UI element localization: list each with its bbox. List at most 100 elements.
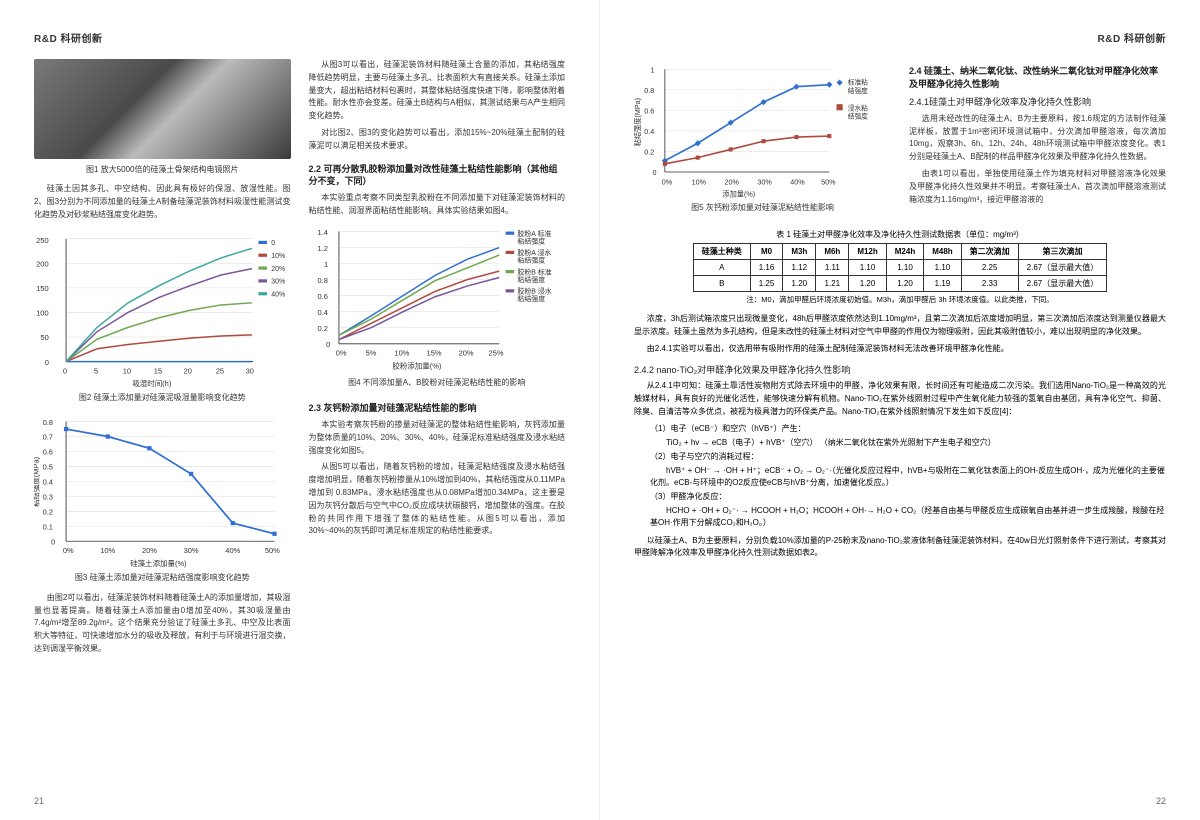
r-p6: 以硅藻土A、B为主要原料，分别负载10%添加量的P-25粉末及nano-TiO₂…: [634, 535, 1166, 561]
svg-text:20%: 20%: [458, 349, 473, 358]
right-col-text: 2.4 硅藻土、纳米二氧化钛、改性纳米二氧化钛对甲醛净化效率及甲醛净化持久性影响…: [909, 59, 1166, 221]
table1-td: B: [693, 276, 750, 292]
svg-text:40%: 40%: [790, 177, 805, 186]
svg-text:粘结强度: 粘结强度: [517, 275, 545, 284]
table1: 硅藻土种类M0M3hM6hM12hM24hM48h第二次滴加第三次滴加 A1.1…: [693, 243, 1108, 292]
chart-fig2: 0 50 100 150 200 250 0 5 10 15 20 25: [34, 228, 291, 388]
svg-text:0.8: 0.8: [43, 418, 53, 427]
eq-label-3: （3）甲醛净化反应：: [650, 491, 1166, 503]
svg-text:0.7: 0.7: [43, 433, 53, 442]
left-col1-p2: 由图2可以看出，硅藻泥装饰材料随着硅藻土A的添加量增加，其吸湿量也显著提高。随着…: [34, 592, 291, 656]
table1-th: M48h: [924, 244, 961, 260]
right-top-columns: 0 0.20.4 0.60.8 1 0%10% 20%30% 40%50% 添加…: [634, 59, 1166, 221]
svg-text:粘结强度: 粘结强度: [517, 256, 545, 265]
svg-text:15: 15: [154, 366, 162, 375]
svg-text:标准粘: 标准粘: [848, 78, 868, 87]
table1-td: 1.10: [924, 260, 961, 276]
svg-text:150: 150: [36, 284, 48, 293]
svg-text:0.2: 0.2: [317, 324, 327, 333]
left-col2-p1: 从图3可以看出，硅藻泥装饰材料随硅藻土含量的添加，其粘结强度降低趋势明显，主要与…: [309, 59, 566, 123]
table1-td: A: [693, 260, 750, 276]
eq-label-2: （2）电子与空穴的消耗过程：: [650, 451, 1166, 463]
svg-text:0.8: 0.8: [317, 276, 327, 285]
svg-text:5: 5: [94, 366, 98, 375]
svg-text:10%: 10%: [692, 177, 707, 186]
table-row: A1.161.121.111.101.101.102.252.67（显示最大值）: [693, 260, 1107, 276]
pageno-right: 22: [1156, 796, 1166, 806]
svg-text:胶粉A 标准: 胶粉A 标准: [517, 229, 551, 238]
fig2-caption: 图2 硅藻土添加量对硅藻泥吸湿量影响变化趋势: [34, 393, 291, 403]
svg-text:15%: 15%: [426, 349, 441, 358]
svg-text:100: 100: [36, 308, 48, 317]
svg-text:胶粉B 标准: 胶粉B 标准: [517, 268, 551, 277]
svg-text:粘结强度(MPa): 粘结强度(MPa): [634, 98, 642, 146]
svg-text:1.4: 1.4: [317, 228, 327, 237]
eq-2: hVB⁺ + OH⁻ → ·OH + H⁺；eCB⁻ + O₂ → O₂⁻·（光…: [650, 465, 1166, 489]
table1-th: M0: [750, 244, 783, 260]
svg-text:0: 0: [653, 168, 657, 177]
left-col1: 图1 放大5000倍的硅藻土骨架结构电镜照片 硅藻土因其多孔、中空结构、因此具有…: [34, 59, 291, 660]
svg-text:30%: 30%: [271, 278, 285, 285]
right-col-chart: 0 0.20.4 0.60.8 1 0%10% 20%30% 40%50% 添加…: [634, 59, 891, 221]
eq-label-1: （1）电子（eCB⁻）和空穴（hVB⁺）产生：: [650, 423, 1166, 435]
sem-micrograph-image: [34, 59, 291, 159]
table1-td: 2.67（显示最大值）: [1018, 260, 1107, 276]
svg-text:粘结强度: 粘结强度: [517, 237, 545, 246]
svg-text:吸湿时间(h): 吸湿时间(h): [132, 378, 172, 388]
svg-text:0.8: 0.8: [644, 86, 654, 95]
eq-3: HCHO + ·OH + O₂⁻· → HCOOH + H₂O；HCOOH + …: [650, 505, 1166, 529]
svg-text:0.6: 0.6: [644, 106, 654, 115]
page-right: R&D 科研创新 0 0.20.4: [600, 0, 1200, 820]
svg-text:50%: 50%: [821, 177, 836, 186]
r-p3: 浓度，3h后测试箱浓度只出现微量变化，48h后甲醛浓度依然达到1.10mg/m³…: [634, 313, 1166, 339]
svg-text:0.1: 0.1: [43, 523, 53, 532]
svg-text:胶粉B 浸水: 胶粉B 浸水: [517, 287, 551, 296]
fig3-caption: 图3 硅藻土添加量对硅藻泥粘结强度影响变化趋势: [34, 573, 291, 583]
table1-td: 1.20: [783, 276, 816, 292]
table1-td: 1.20: [886, 276, 923, 292]
page-left: R&D 科研创新 图1 放大5000倍的硅藻土骨架结构电镜照片 硅藻土因其多孔、…: [0, 0, 600, 820]
table-row: B1.251.201.211.201.201.192.332.67（显示最大值）: [693, 276, 1107, 292]
svg-text:1.2: 1.2: [317, 244, 327, 253]
chart-fig4: 0 0.20.4 0.60.8 11.2 1.4 0%5% 10%15% 20%…: [309, 223, 566, 373]
svg-text:50: 50: [40, 333, 48, 342]
table1-td: 1.10: [886, 260, 923, 276]
chart-fig5: 0 0.20.4 0.60.8 1 0%10% 20%30% 40%50% 添加…: [634, 61, 891, 200]
table1-td: 1.25: [750, 276, 783, 292]
svg-text:25: 25: [216, 366, 224, 375]
fig5-caption: 图5 灰钙粉添加量对硅藻泥粘结性能影响: [634, 203, 891, 213]
svg-text:20%: 20%: [724, 177, 739, 186]
table1-td: 2.67（显示最大值）: [1018, 276, 1107, 292]
svg-text:0.6: 0.6: [317, 292, 327, 301]
table1-td: 1.21: [816, 276, 849, 292]
svg-text:40%: 40%: [271, 291, 285, 298]
svg-text:30%: 30%: [184, 546, 199, 555]
left-col2: 从图3可以看出，硅藻泥装饰材料随硅藻土含量的添加，其粘结强度降低趋势明显，主要与…: [309, 59, 566, 660]
svg-text:5%: 5%: [365, 349, 376, 358]
r-p1: 选用未经改性的硅藻土A、B为主要原料，按1.6规定的方法制作硅藻泥样板，放置于1…: [909, 113, 1166, 164]
svg-text:0: 0: [45, 358, 49, 367]
svg-text:0: 0: [63, 366, 67, 375]
left-col2-p5: 从图5可以看出，随着灰钙粉的增加，硅藻泥粘结强度及浸水粘结强度增加明显，随着灰钙…: [309, 461, 566, 538]
sec23-title: 2.3 灰钙粉添加量对硅藻泥粘结性能的影响: [309, 402, 566, 415]
chart-fig3: 0 0.10.2 0.30.4 0.50.6 0.70.8 0%10% 20%3…: [34, 413, 291, 568]
svg-text:40%: 40%: [225, 546, 240, 555]
table1-td: 1.16: [750, 260, 783, 276]
svg-text:胶粉添加量(%): 胶粉添加量(%): [392, 361, 441, 371]
left-columns: 图1 放大5000倍的硅藻土骨架结构电镜照片 硅藻土因其多孔、中空结构、因此具有…: [34, 59, 565, 660]
table1-note: 注：M0，滴加甲醛后环境浓度初始值。M3h，滴加甲醛后 3h 环境浓度值。以此类…: [634, 294, 1166, 305]
svg-text:0.2: 0.2: [43, 508, 53, 517]
svg-text:浸水粘: 浸水粘: [848, 103, 868, 112]
svg-text:0.2: 0.2: [644, 148, 654, 157]
svg-text:粘结强度(MPa): 粘结强度(MPa): [34, 457, 40, 508]
svg-text:20: 20: [184, 366, 192, 375]
svg-text:30: 30: [246, 366, 254, 375]
svg-text:0%: 0%: [662, 177, 673, 186]
left-col2-p2: 对比图2、图3的变化趋势可以看出，添加15%~20%硅藻土配制的硅藻泥可以满足相…: [309, 127, 566, 153]
pageno-left: 21: [34, 796, 44, 806]
svg-text:10%: 10%: [100, 546, 115, 555]
table1-td: 1.19: [924, 276, 961, 292]
table1-td: 1.12: [783, 260, 816, 276]
svg-text:0%: 0%: [63, 546, 74, 555]
header-left: R&D 科研创新: [34, 30, 565, 45]
